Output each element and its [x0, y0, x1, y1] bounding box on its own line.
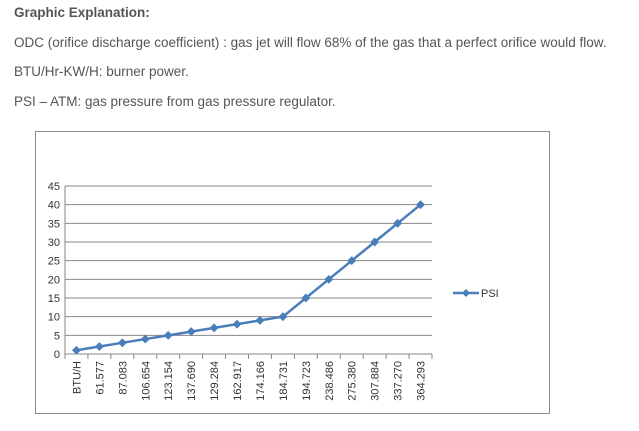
data-point: [117, 338, 127, 348]
data-point: [209, 323, 219, 333]
x-tick-label: 275.380: [347, 361, 359, 401]
btu-explanation: BTU/Hr-KW/H: burner power.: [14, 64, 189, 79]
x-tick-label: 162.917: [232, 361, 244, 401]
y-tick-label: 30: [48, 237, 60, 249]
psi-explanation: PSI – ATM: gas pressure from gas pressur…: [14, 94, 336, 109]
y-tick-label: 20: [48, 274, 60, 286]
x-tick-label: 174.166: [255, 361, 267, 401]
legend-label: PSI: [481, 288, 499, 300]
x-tick-label: 106.654: [140, 361, 152, 401]
data-point: [255, 315, 265, 325]
odc-explanation: ODC (orifice discharge coefficient) : ga…: [14, 35, 607, 50]
y-tick-label: 15: [48, 293, 60, 305]
data-point: [347, 256, 357, 266]
data-point: [415, 200, 426, 210]
x-tick-label: 123.154: [163, 361, 175, 401]
x-tick-label: 194.723: [301, 361, 313, 401]
data-point: [140, 334, 150, 344]
x-tick-label: 137.690: [186, 361, 198, 401]
x-tick-label: 307.884: [370, 361, 382, 401]
data-point: [370, 237, 380, 247]
legend-marker: [462, 289, 470, 297]
x-tick-label: 337.270: [393, 361, 405, 401]
data-point: [163, 330, 173, 340]
y-tick-label: 5: [54, 330, 60, 342]
heading: Graphic Explanation:: [14, 5, 150, 20]
data-point: [278, 312, 288, 322]
series-line-psi: [76, 203, 422, 352]
x-tick-label: 364.293: [416, 361, 428, 401]
y-tick-label: 0: [54, 349, 60, 361]
data-point: [324, 274, 334, 284]
chart-frame: 0 5 10 15 20 25 30 35 40 45 BTU/H 61.577 87.083 106.6…: [35, 131, 550, 414]
y-tick-label: 45: [48, 181, 60, 193]
y-tick-label: 40: [48, 200, 60, 212]
x-tick-label: 238.486: [324, 361, 336, 401]
data-point: [71, 345, 82, 355]
x-tick-label: 61.577: [94, 361, 106, 395]
data-point: [94, 341, 104, 352]
x-tick-label: 129.284: [209, 361, 221, 401]
y-tick-label: 35: [48, 218, 60, 230]
data-point: [232, 319, 242, 329]
data-point: [393, 218, 403, 228]
y-tick-label: 10: [48, 312, 60, 324]
psi-line-chart: 0 5 10 15 20 25 30 35 40 45 BTU/H 61.577 87.083 106.6…: [48, 181, 499, 401]
data-point: [186, 327, 196, 337]
data-point: [301, 293, 311, 303]
y-tick-label: 25: [48, 256, 60, 268]
x-tick-label: 184.731: [278, 361, 290, 401]
x-tick-label: 87.083: [117, 361, 129, 395]
x-tick-label: BTU/H: [71, 361, 83, 394]
